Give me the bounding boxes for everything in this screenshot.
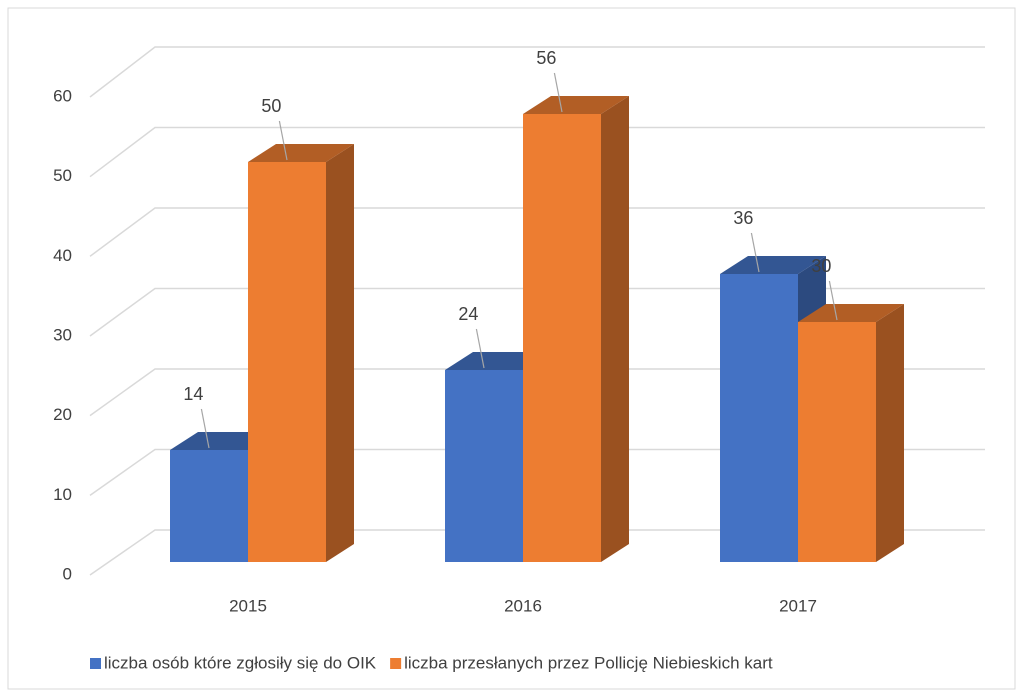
- data-label: 56: [536, 48, 556, 68]
- data-label: 36: [733, 208, 753, 228]
- bar: [523, 96, 629, 562]
- data-label: 50: [261, 96, 281, 116]
- y-tick-label: 30: [53, 325, 72, 344]
- leader-line: [475, 328, 485, 369]
- leader-line: [828, 280, 838, 321]
- y-tick-label: 0: [63, 564, 72, 583]
- data-label: 14: [183, 384, 203, 404]
- grid-line: [89, 529, 985, 576]
- leader-line: [750, 232, 760, 273]
- leader-line: [553, 72, 563, 113]
- bar-side: [326, 144, 354, 562]
- bar-front: [445, 370, 523, 562]
- data-label: 30: [811, 256, 831, 276]
- legend-label: liczba przesłanych przez Pollicję Niebie…: [404, 653, 773, 672]
- y-tick-label: 50: [53, 166, 72, 185]
- grid-line: [89, 287, 985, 337]
- bar-top: [523, 96, 629, 114]
- bar-front: [798, 322, 876, 562]
- bar-side: [601, 96, 629, 562]
- bar: [798, 304, 904, 562]
- grid-line: [89, 46, 985, 98]
- bar-front: [248, 162, 326, 562]
- y-tick-label: 10: [53, 485, 72, 504]
- grid-line: [89, 126, 985, 178]
- grid-line: [89, 368, 985, 417]
- legend-swatch: [390, 658, 402, 669]
- grid-line: [89, 207, 985, 257]
- bar-top: [248, 144, 354, 162]
- bar-front: [523, 114, 601, 562]
- y-tick-label: 20: [53, 405, 72, 424]
- bar-front: [720, 274, 798, 562]
- bar: [248, 144, 354, 562]
- legend-label: liczba osób które zgłosiły się do OIK: [104, 653, 377, 672]
- data-label: 24: [458, 304, 478, 324]
- leader-line: [278, 120, 288, 161]
- bar-top: [720, 256, 826, 274]
- legend-swatch: [90, 658, 101, 669]
- grid-line: [89, 448, 985, 496]
- bar-top: [798, 304, 904, 322]
- x-tick-label: 2017: [779, 596, 817, 615]
- bar-front: [170, 450, 248, 562]
- x-tick-label: 2016: [504, 596, 542, 615]
- leader-line: [200, 408, 210, 449]
- y-tick-label: 60: [53, 86, 72, 105]
- bar-side: [876, 304, 904, 562]
- x-tick-label: 2015: [229, 596, 267, 615]
- y-tick-label: 40: [53, 246, 72, 265]
